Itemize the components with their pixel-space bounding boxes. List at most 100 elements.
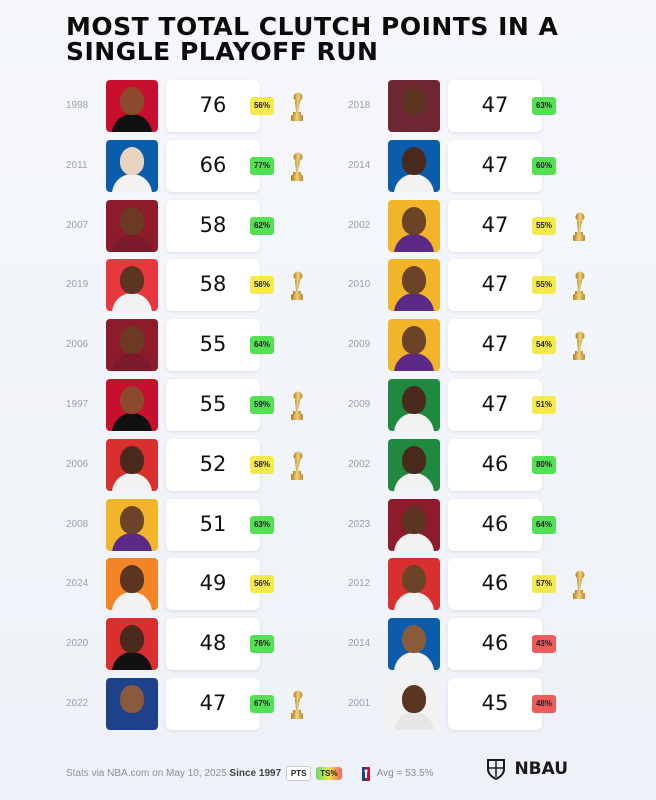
year-label: 2022 (66, 697, 89, 709)
footer: Stats via NBA.com on May 10, 2025 Since … (66, 766, 433, 781)
ts-badge: 64% (532, 515, 556, 534)
points-value: 48 (199, 631, 227, 656)
trophy-icon (291, 391, 303, 420)
year-label: 2011 (66, 159, 88, 171)
player-head (402, 206, 426, 235)
trophy-icon (291, 152, 303, 181)
player-photo (106, 438, 158, 491)
year-label: 2006 (66, 458, 89, 470)
trophy-icon (573, 331, 585, 361)
ts-badge: 43% (532, 635, 556, 654)
ts-badge: 64% (250, 336, 274, 355)
year-label: 2020 (66, 638, 89, 650)
points-value: 47 (481, 391, 509, 416)
year-label: 2002 (348, 458, 371, 470)
brand-logo: NBAU (486, 758, 568, 782)
points-card (448, 618, 542, 671)
player-jersey (394, 592, 434, 611)
points-card (166, 438, 260, 491)
player-jersey (112, 652, 152, 671)
player-jersey (112, 412, 152, 431)
player-photo (106, 378, 158, 431)
player-jersey (394, 532, 434, 551)
player-jersey (394, 652, 434, 671)
trophy-icon (573, 212, 585, 241)
points-value: 52 (199, 451, 227, 476)
player-photo (388, 319, 440, 372)
ts-badge: 80% (532, 455, 556, 474)
points-value: 47 (481, 272, 509, 297)
ts-badge: 67% (250, 694, 274, 713)
player-head (120, 266, 144, 295)
player-jersey (394, 472, 434, 491)
points-value: 46 (481, 451, 509, 476)
points-card (166, 677, 260, 730)
player-photo (388, 438, 440, 491)
player-photo (106, 139, 158, 192)
avg-text: Avg = 53.5% (376, 768, 434, 780)
player-photo (106, 498, 158, 551)
year-label: 2014 (348, 638, 371, 650)
player-head (120, 445, 144, 474)
points-card (448, 677, 542, 730)
player-head (120, 87, 144, 115)
year-label: 2023 (348, 518, 371, 530)
year-label: 2007 (66, 219, 89, 231)
points-value: 47 (199, 690, 227, 715)
points-value: 45 (481, 690, 509, 715)
points-card (448, 498, 542, 551)
player-photo (388, 498, 440, 551)
year-label: 1998 (66, 100, 89, 111)
player-jersey (112, 592, 152, 611)
player-photo (388, 199, 440, 252)
player-head (120, 684, 144, 713)
player-head (120, 146, 144, 175)
points-value: 58 (199, 272, 227, 297)
chart-title: MOST TOTAL CLUTCH POINTS IN A SINGLE PLA… (66, 14, 626, 64)
points-card (448, 199, 542, 252)
player-photo (388, 378, 440, 431)
points-value: 49 (199, 571, 227, 596)
player-photo (106, 259, 158, 312)
player-head (402, 445, 426, 474)
player-jersey (394, 173, 434, 192)
player-head (402, 385, 426, 414)
points-card (448, 319, 542, 372)
year-label: 2014 (348, 159, 371, 171)
year-label: 2006 (66, 339, 89, 351)
points-value: 55 (199, 391, 227, 416)
points-value: 47 (481, 93, 509, 117)
player-jersey (112, 711, 152, 730)
player-photo (106, 677, 158, 730)
player-photo (106, 319, 158, 372)
player-jersey (112, 532, 152, 551)
points-value: 47 (481, 332, 509, 357)
player-head (402, 146, 426, 175)
points-card (166, 319, 260, 372)
points-card (448, 558, 542, 611)
pts-key: PTS (285, 766, 312, 781)
year-label: 1997 (66, 398, 89, 410)
brand-name: NBAU (514, 759, 569, 779)
points-card (166, 139, 260, 192)
player-jersey (112, 114, 152, 132)
player-head (402, 505, 426, 534)
player-jersey (394, 114, 434, 132)
player-photo (106, 558, 158, 611)
player-photo (388, 259, 440, 312)
ts-badge: 57% (532, 575, 556, 594)
year-label: 2009 (348, 398, 371, 410)
ts-badge: 51% (532, 395, 556, 414)
points-card (448, 378, 542, 431)
points-value: 46 (481, 571, 509, 596)
ts-badge: 58% (250, 455, 274, 474)
player-head (402, 625, 426, 654)
ts-badge: 55% (532, 216, 556, 235)
player-jersey (394, 293, 434, 312)
points-value: 46 (481, 631, 509, 656)
points-value: 58 (199, 212, 227, 237)
player-head (402, 684, 426, 713)
points-card (448, 438, 542, 491)
ts-badge: 59% (250, 395, 274, 414)
points-value: 47 (481, 152, 509, 177)
